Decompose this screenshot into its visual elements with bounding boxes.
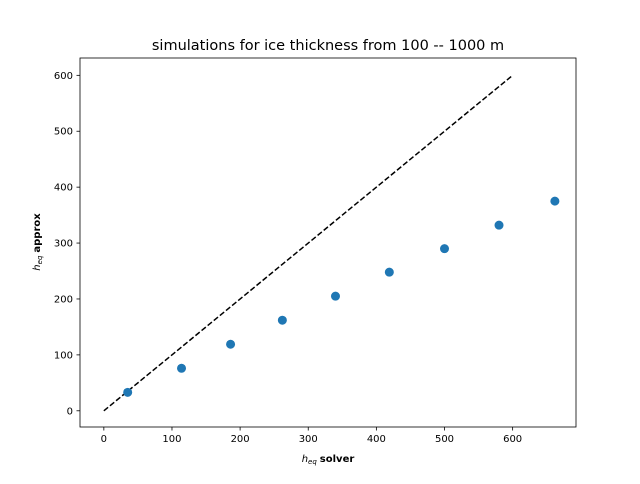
x-axis-label-text: solver — [320, 454, 355, 465]
x-ticks: 0 100 200 300 400 500 600 — [101, 427, 522, 445]
scatter-point — [440, 244, 450, 254]
scatter-point — [330, 291, 340, 301]
x-tick-label: 200 — [231, 434, 250, 445]
y-axis-label-symbol: h — [32, 264, 43, 270]
scatter-point — [277, 315, 287, 325]
y-axis-label: heq approx — [32, 213, 44, 271]
x-tick-label: 400 — [367, 434, 386, 445]
chart-title: simulations for ice thickness from 100 -… — [152, 38, 504, 54]
x-tick-label: 600 — [503, 434, 522, 445]
scatter-points-layer — [123, 196, 560, 397]
y-tick-label: 500 — [54, 127, 73, 138]
reference-line — [103, 74, 514, 412]
scatter-point — [494, 220, 504, 230]
x-axis-label-symbol: h — [302, 454, 308, 465]
scatter-point — [226, 339, 236, 349]
y-tick-label: 0 — [67, 406, 73, 417]
scatter-point — [177, 363, 187, 373]
scatter-point — [550, 196, 560, 206]
reference-line-layer — [103, 74, 514, 412]
scatter-point — [384, 267, 394, 277]
x-tick-label: 500 — [435, 434, 454, 445]
x-axis-label: heq solver — [302, 454, 355, 466]
y-tick-label: 200 — [54, 294, 73, 305]
x-axis-label-subscript: eq — [308, 458, 317, 466]
y-axis-label-subscript: eq — [36, 255, 44, 264]
x-tick-label: 0 — [101, 434, 107, 445]
scatter-point — [123, 387, 133, 397]
plot-frame — [79, 57, 577, 428]
y-tick-label: 100 — [54, 350, 73, 361]
x-tick-label: 100 — [162, 434, 181, 445]
y-tick-label: 600 — [54, 71, 73, 82]
y-tick-label: 400 — [54, 183, 73, 194]
y-axis-label-text: approx — [32, 213, 43, 253]
y-tick-label: 300 — [54, 239, 73, 250]
y-ticks: 0 100 200 300 400 500 600 — [54, 71, 80, 417]
x-tick-label: 300 — [299, 434, 318, 445]
